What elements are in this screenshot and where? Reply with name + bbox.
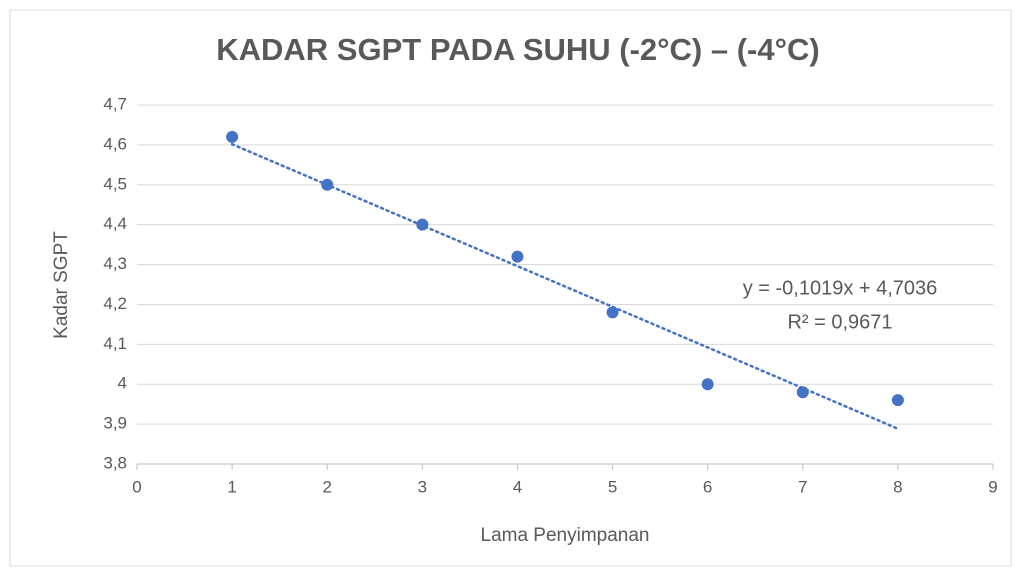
y-axis-label: Kadar SGPT bbox=[51, 231, 72, 339]
trendline bbox=[230, 142, 900, 430]
x-tick-label: 2 bbox=[322, 477, 331, 496]
x-tick-label: 6 bbox=[703, 477, 712, 496]
y-tick-label: 4,5 bbox=[103, 174, 127, 193]
y-tick-label: 3,8 bbox=[103, 453, 127, 472]
x-tick-label: 7 bbox=[798, 477, 807, 496]
point bbox=[511, 250, 524, 263]
point bbox=[321, 178, 334, 191]
x-tick-label: 5 bbox=[608, 477, 617, 496]
x-tick-label: 1 bbox=[227, 477, 236, 496]
trendline-r2: R² = 0,9671 bbox=[787, 311, 892, 333]
x-tick-label: 3 bbox=[418, 477, 427, 496]
chart-border bbox=[9, 9, 1012, 567]
x-tick-label: 0 bbox=[132, 477, 141, 496]
point bbox=[796, 386, 809, 399]
trendline-equation: y = -0,1019x + 4,7036 bbox=[743, 277, 938, 299]
x-tick-label: 9 bbox=[988, 477, 997, 496]
y-tick-label: 4,6 bbox=[103, 134, 127, 153]
y-tick-label: 4,3 bbox=[103, 254, 127, 273]
y-tick-label: 4,4 bbox=[103, 214, 127, 233]
point bbox=[606, 306, 619, 319]
y-tick-label: 4 bbox=[118, 374, 127, 393]
y-tick-label: 4,1 bbox=[103, 334, 127, 353]
point bbox=[416, 218, 429, 231]
y-tick-label: 4,7 bbox=[103, 94, 127, 113]
point bbox=[226, 130, 239, 143]
x-tick-label: 4 bbox=[513, 477, 522, 496]
y-tick-label: 3,9 bbox=[103, 414, 127, 433]
x-axis-label: Lama Penyimpanan bbox=[481, 525, 650, 546]
chart-title: KADAR SGPT PADA SUHU (-2°C) – (-4°C) bbox=[216, 32, 819, 67]
point bbox=[701, 378, 714, 391]
point bbox=[891, 394, 904, 407]
y-tick-label: 4,2 bbox=[103, 294, 127, 313]
x-tick-label: 8 bbox=[893, 477, 902, 496]
